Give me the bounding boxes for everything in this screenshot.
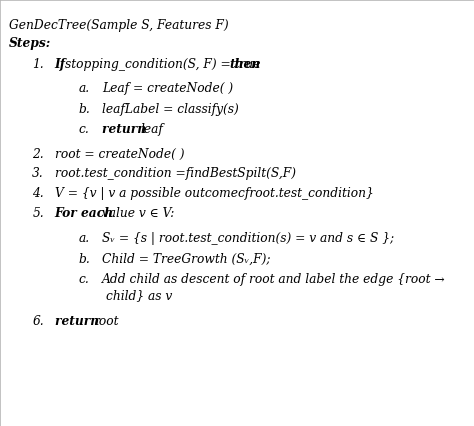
Text: root.test_condition =findBestSpilt(S,F): root.test_condition =findBestSpilt(S,F) [55,167,295,181]
Text: 5.: 5. [32,207,44,221]
Text: a.: a. [78,232,89,245]
Text: Add child as descent of root and label the edge {root →: Add child as descent of root and label t… [102,273,446,286]
Text: stopping_condition(S, F) = true: stopping_condition(S, F) = true [65,58,265,71]
Text: leaf: leaf [140,123,163,136]
Text: 4.: 4. [32,187,44,200]
Text: leafLabel = classify(s): leafLabel = classify(s) [102,103,239,116]
Text: Child = TreeGrowth (Sᵥ,F);: Child = TreeGrowth (Sᵥ,F); [102,253,270,266]
Text: Sᵥ = {s | root.test_condition(s) = v and s ∈ S };: Sᵥ = {s | root.test_condition(s) = v and… [102,232,394,245]
Text: root: root [92,315,118,328]
Text: 1.: 1. [32,58,44,71]
Text: then: then [229,58,260,71]
Text: For each: For each [55,207,114,221]
Text: root = createNode( ): root = createNode( ) [55,148,184,161]
Text: return: return [55,315,103,328]
Text: 6.: 6. [32,315,44,328]
Text: value v ∈ V:: value v ∈ V: [98,207,174,221]
Text: child} as v: child} as v [106,289,172,302]
Text: 2.: 2. [32,148,44,161]
Text: Leaf = createNode( ): Leaf = createNode( ) [102,82,233,95]
Text: GenDecTree(Sample S, Features F): GenDecTree(Sample S, Features F) [9,19,228,32]
Text: c.: c. [78,123,89,136]
Text: b.: b. [78,103,90,116]
Text: return: return [102,123,150,136]
Text: V = {v | v a possible outcomecfroot.test_condition}: V = {v | v a possible outcomecfroot.test… [55,187,373,200]
Text: a.: a. [78,82,89,95]
Text: If: If [55,58,65,71]
Text: 3.: 3. [32,167,44,181]
Text: Steps:: Steps: [9,37,51,50]
Text: c.: c. [78,273,89,286]
Text: b.: b. [78,253,90,266]
